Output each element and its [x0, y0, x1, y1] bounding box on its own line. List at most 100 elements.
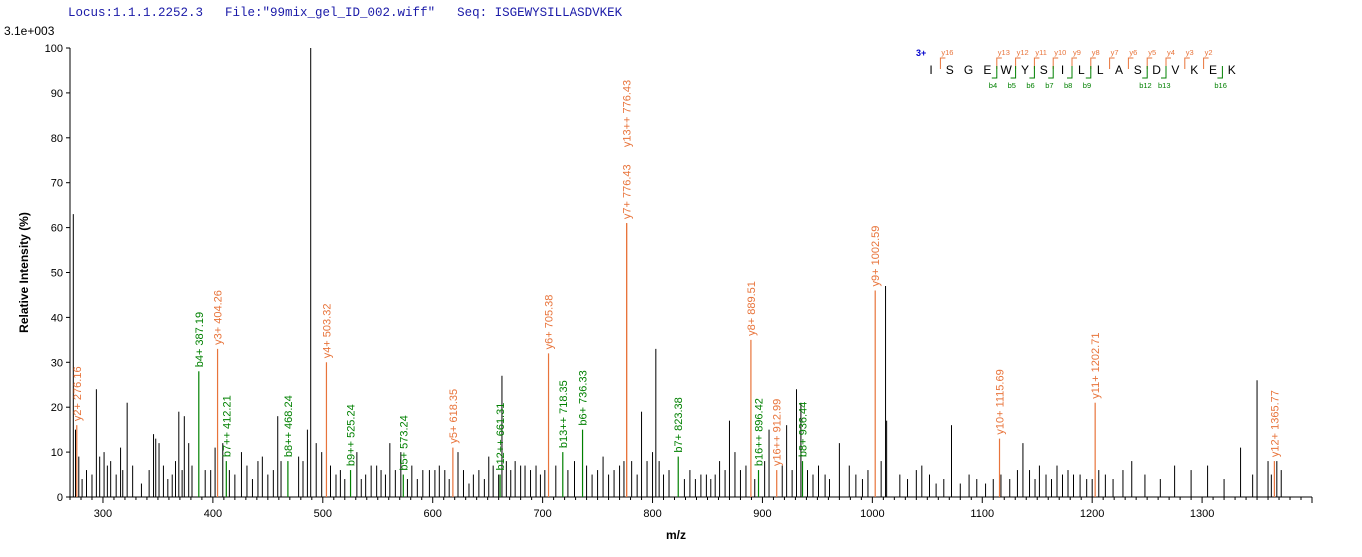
peak-label-y-ion: y11+ 1202.71	[1090, 333, 1102, 399]
y-tick-label: 20	[51, 402, 63, 414]
y-fragment-label: y8	[1092, 48, 1100, 57]
peak-annotations: y2+ 276.16 b4+ 387.19 y3+ 404.26 b7++ 412.2…	[72, 80, 1282, 471]
b-fragment-label: b13	[1158, 81, 1171, 90]
peak-label-b-ion: b7+ 823.38	[673, 397, 685, 452]
y-tick-label: 60	[51, 223, 63, 235]
y-fragment-mark	[1165, 57, 1171, 69]
y-fragment-label: y9	[1073, 48, 1081, 57]
peak-label-y-ion: y12+ 1365.77	[1269, 390, 1281, 457]
y-tick-label: 50	[51, 268, 63, 280]
spectrum-header: Locus:1.1.1.2252.3 File:"99mix_gel_ID_002…	[68, 6, 644, 20]
peak-label-b-ion: b7++ 412.21	[221, 395, 233, 457]
y-tick-label: 0	[57, 492, 63, 504]
x-axis-title: m/z	[666, 528, 686, 542]
peak-label-y-ion: y13++ 776.43	[622, 80, 634, 147]
intensity-scale-label: 3.1e+003	[4, 24, 55, 38]
x-tick-label: 1100	[970, 508, 994, 520]
residue: S	[946, 63, 954, 77]
residue: A	[1115, 63, 1123, 77]
y-fragment-mark	[939, 57, 946, 69]
y-fragment-label: y12	[1017, 48, 1029, 57]
y-fragment-label: y2	[1205, 48, 1213, 57]
b-fragment-mark	[1142, 66, 1148, 79]
peak-label-b-ion: b8++ 468.24	[283, 395, 295, 457]
peak-label-b-ion: b8+ 936.44	[797, 402, 809, 457]
peak-label-y-ion: y7+ 776.43	[622, 164, 634, 219]
b-fragment-mark	[991, 66, 998, 79]
y-tick-label: 90	[51, 88, 63, 100]
x-tick-label: 300	[94, 508, 112, 520]
y-tick-label: 10	[51, 447, 63, 459]
peak-label-y-ion: y6+ 705.38	[544, 295, 556, 350]
residue: I	[1061, 63, 1064, 77]
residue: K	[1190, 63, 1198, 77]
residue: D	[1152, 63, 1161, 77]
x-tick-label: 600	[424, 508, 442, 520]
x-tick-label: 700	[533, 508, 551, 520]
b-fragment-mark	[1029, 66, 1035, 79]
y-tick-label: 100	[45, 43, 63, 55]
b-fragment-label: b7	[1045, 81, 1053, 90]
residue: W	[1001, 63, 1013, 77]
residue: L	[1078, 63, 1085, 77]
peak-label-y-ion: y5+ 618.35	[448, 389, 460, 444]
charge-state-label: 3+	[916, 48, 926, 58]
b-fragment-mark	[1217, 66, 1223, 79]
peaks	[72, 48, 1282, 497]
x-tick-label: 1300	[1190, 508, 1214, 520]
peak-label-b-ion: b9++ 525.24	[346, 404, 358, 466]
y-fragment-mark	[996, 57, 1002, 69]
residue: I	[929, 63, 932, 77]
peak-label-b-ion: b12++ 661.31	[495, 403, 507, 471]
peak-label-b-ion: b6+ 736.33	[578, 370, 590, 425]
y-tick-label: 80	[51, 133, 63, 145]
y-fragment-label: y6	[1129, 48, 1137, 57]
file-label: File:"99mix_gel_ID_002.wiff"	[225, 6, 436, 20]
residue: K	[1228, 63, 1236, 77]
y-fragment-label: y3	[1186, 48, 1194, 57]
peak-label-y-ion: y16++ 912.99	[772, 399, 784, 466]
y-fragment-label: y5	[1148, 48, 1156, 57]
residue: E	[983, 63, 991, 77]
peak-label-y-ion: y9+ 1002.59	[870, 226, 882, 287]
y-fragment-mark	[1071, 57, 1077, 69]
b-fragment-mark	[1067, 66, 1073, 79]
x-tick-label: 900	[753, 508, 771, 520]
residue: E	[1209, 63, 1217, 77]
b-fragment-label: b5	[1008, 81, 1016, 90]
b-fragment-label: b16	[1214, 81, 1227, 90]
y-fragment-mark	[1090, 57, 1096, 69]
y-fragment-label: y16	[941, 48, 953, 57]
y-fragment-mark	[1146, 57, 1153, 69]
y-fragment-mark	[1109, 57, 1115, 69]
x-tick-label: 800	[643, 508, 661, 520]
b-fragment-mark	[1010, 66, 1017, 79]
peak-label-b-ion: b4+ 387.19	[194, 312, 206, 367]
y-fragment-mark	[1127, 57, 1134, 69]
y-fragment-mark	[1184, 57, 1190, 69]
y-fragment-mark	[1033, 57, 1040, 69]
y-axis-title: Relative Intensity (%)	[17, 212, 31, 333]
y-fragment-mark	[1203, 57, 1209, 69]
sequence-label: Seq: ISGEWYSILLASDVKEK	[457, 6, 623, 20]
y-fragment-label: y13	[998, 48, 1010, 57]
residue: V	[1171, 63, 1179, 77]
peak-label-b-ion: b16++ 896.42	[754, 398, 766, 466]
x-tick-label: 1000	[860, 508, 884, 520]
residue: S	[1134, 63, 1142, 77]
peak-label-b-ion: b13++ 718.35	[558, 380, 570, 448]
b-fragment-label: b4	[989, 81, 997, 90]
x-tick-label: 1200	[1080, 508, 1104, 520]
b-fragment-mark	[1161, 66, 1167, 79]
y-tick-label: 40	[51, 312, 63, 324]
residue: G	[964, 63, 973, 77]
x-tick-label: 400	[204, 508, 222, 520]
b-fragment-mark	[1048, 66, 1054, 79]
y-fragment-label: y10	[1054, 48, 1066, 57]
residue: Y	[1021, 63, 1029, 77]
b-fragment-label: b8	[1064, 81, 1072, 90]
locus-label: Locus:1.1.1.2252.3	[68, 6, 204, 20]
b-fragment-label: b6	[1026, 81, 1034, 90]
